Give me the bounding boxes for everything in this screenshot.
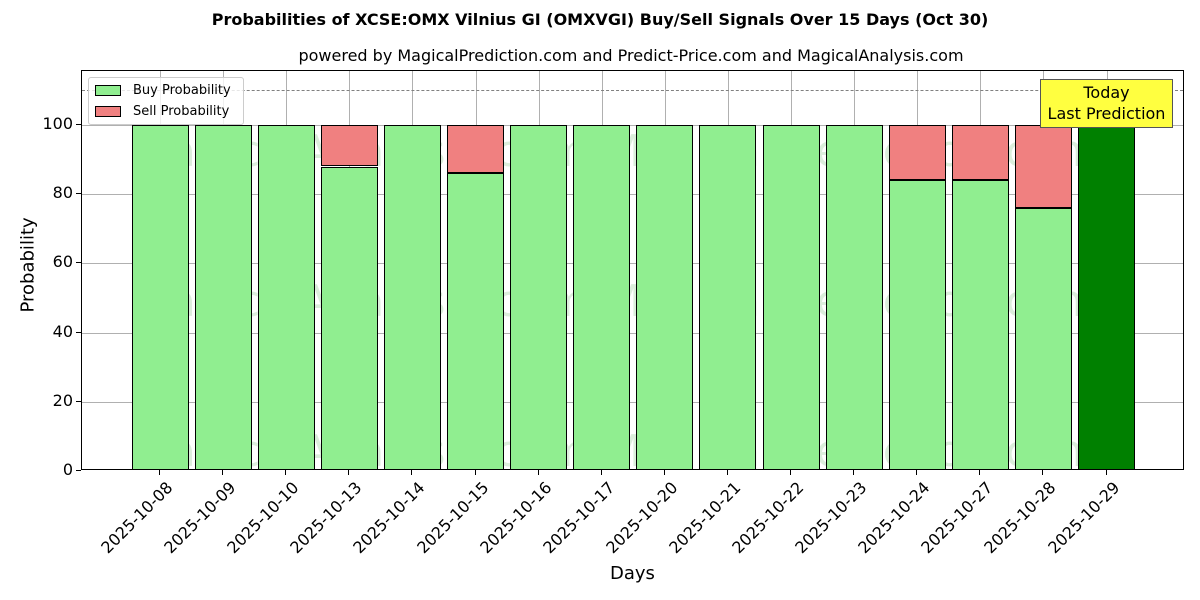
bar-2025-10-16 bbox=[510, 71, 568, 469]
x-tick-mark bbox=[285, 470, 287, 475]
y-tick-label: 100 bbox=[42, 113, 73, 133]
bar-2025-10-24 bbox=[888, 71, 946, 469]
x-tick-mark bbox=[348, 470, 350, 475]
buy-segment bbox=[573, 124, 631, 469]
sell-segment bbox=[320, 124, 378, 167]
x-tick-mark bbox=[222, 470, 224, 475]
y-tick-mark bbox=[76, 123, 81, 125]
grid-line-h bbox=[82, 401, 1183, 403]
bar-2025-10-10 bbox=[257, 71, 315, 469]
today-annotation: Today Last Prediction bbox=[1040, 79, 1173, 128]
bar-2025-10-09 bbox=[194, 71, 252, 469]
buy-segment bbox=[762, 124, 820, 469]
bar-2025-10-27 bbox=[951, 71, 1009, 469]
buy-segment bbox=[888, 180, 946, 469]
y-tick-mark bbox=[76, 193, 81, 195]
legend-item-buy: Buy Probability bbox=[95, 82, 231, 98]
grid-line-h bbox=[82, 332, 1183, 334]
x-tick-mark bbox=[916, 470, 918, 475]
y-tick-mark bbox=[76, 262, 81, 264]
sell-segment bbox=[888, 124, 946, 181]
sell-segment bbox=[1014, 124, 1072, 208]
bar-2025-10-17 bbox=[573, 71, 631, 469]
bar-2025-10-28 bbox=[1014, 71, 1072, 469]
buy-swatch-icon bbox=[95, 84, 121, 96]
x-tick-mark bbox=[474, 470, 476, 475]
y-axis-title: Probability bbox=[17, 217, 39, 313]
y-tick-mark bbox=[76, 331, 81, 333]
y-tick-mark bbox=[76, 400, 81, 402]
sell-segment bbox=[951, 124, 1009, 181]
bar-2025-10-22 bbox=[762, 71, 820, 469]
reference-line bbox=[82, 90, 1183, 92]
buy-segment bbox=[510, 124, 568, 469]
y-tick-label: 0 bbox=[62, 460, 73, 479]
x-tick-mark bbox=[726, 470, 728, 475]
grid-line-h bbox=[82, 124, 1183, 126]
x-tick-mark bbox=[979, 470, 981, 475]
buy-segment bbox=[447, 173, 504, 469]
buy-segment bbox=[951, 180, 1009, 469]
plot-area: MagicalAnalysis.comMagicalPrediction.com… bbox=[81, 70, 1184, 470]
x-tick-mark bbox=[1042, 470, 1044, 475]
buy-segment bbox=[257, 124, 315, 469]
legend-label-sell: Sell Probability bbox=[133, 103, 230, 119]
legend: Buy Probability Sell Probability bbox=[88, 77, 244, 125]
legend-item-sell: Sell Probability bbox=[95, 103, 229, 119]
bar-2025-10-15 bbox=[447, 71, 504, 469]
sell-swatch-icon bbox=[95, 105, 121, 117]
buy-segment bbox=[194, 124, 252, 469]
annotation-line-1: Today bbox=[1083, 83, 1130, 102]
x-tick-mark bbox=[853, 470, 855, 475]
x-tick-mark bbox=[411, 470, 413, 475]
legend-label-buy: Buy Probability bbox=[133, 82, 231, 98]
y-tick-label: 60 bbox=[52, 252, 73, 272]
x-tick-mark bbox=[600, 470, 602, 475]
x-tick-mark bbox=[663, 470, 665, 475]
buy-segment bbox=[636, 124, 694, 469]
bar-2025-10-29 bbox=[1078, 71, 1135, 469]
buy-segment bbox=[1014, 208, 1072, 469]
buy-segment bbox=[383, 124, 441, 469]
x-tick-mark bbox=[159, 470, 160, 475]
buy-segment bbox=[699, 124, 757, 469]
bar-2025-10-20 bbox=[636, 71, 694, 469]
x-tick-mark bbox=[1105, 470, 1107, 475]
buy-segment bbox=[320, 166, 378, 469]
bar-2025-10-14 bbox=[383, 71, 441, 469]
chart-title: Probabilities of XCSE:OMX Vilnius GI (OM… bbox=[211, 10, 989, 29]
y-tick-label: 80 bbox=[52, 183, 73, 203]
buy-segment bbox=[1078, 124, 1135, 469]
y-tick-label: 40 bbox=[52, 321, 73, 341]
x-axis-title: Days bbox=[610, 563, 655, 584]
buy-segment bbox=[825, 124, 883, 469]
bar-2025-10-13 bbox=[320, 71, 378, 469]
grid-line-h bbox=[82, 263, 1183, 265]
bar-2025-10-23 bbox=[825, 71, 883, 469]
bar-2025-10-21 bbox=[699, 71, 757, 469]
grid-line-h bbox=[82, 194, 1183, 196]
sell-segment bbox=[447, 124, 504, 174]
bar-2025-10-08 bbox=[131, 71, 189, 469]
chart-subtitle: powered by MagicalPrediction.com and Pre… bbox=[298, 46, 964, 65]
x-tick-mark bbox=[790, 470, 791, 475]
buy-segment bbox=[131, 124, 189, 469]
y-tick-mark bbox=[76, 470, 81, 471]
y-tick-label: 20 bbox=[52, 390, 73, 410]
x-tick-mark bbox=[537, 470, 539, 475]
annotation-line-2: Last Prediction bbox=[1047, 104, 1166, 123]
